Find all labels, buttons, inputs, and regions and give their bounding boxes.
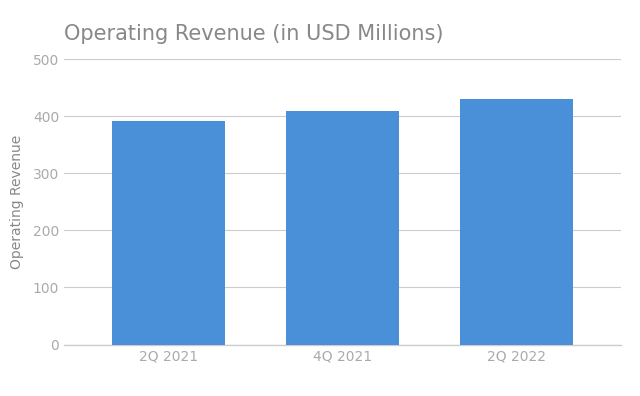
Text: Operating Revenue (in USD Millions): Operating Revenue (in USD Millions) (64, 24, 444, 44)
Bar (460, 99, 573, 345)
Bar (286, 111, 399, 345)
Bar (112, 121, 225, 345)
Y-axis label: Operating Revenue: Operating Revenue (10, 135, 24, 269)
